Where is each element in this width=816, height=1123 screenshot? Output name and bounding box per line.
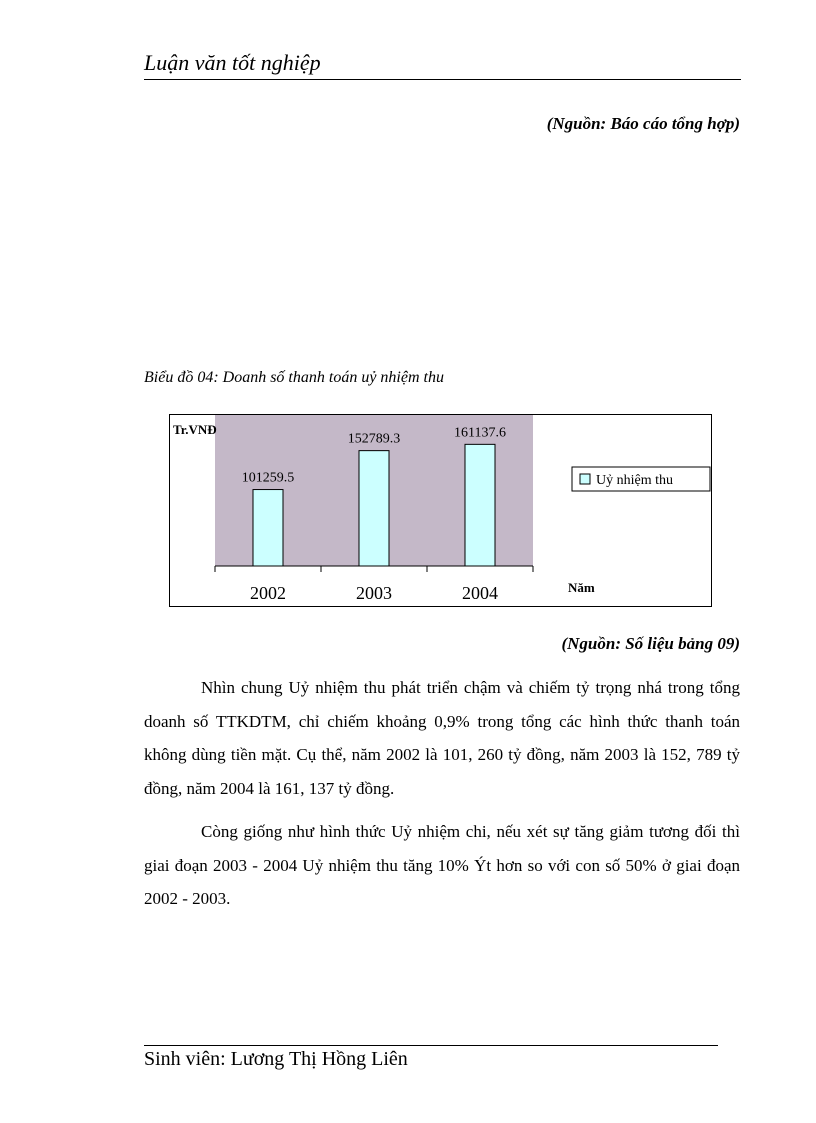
x-tick-label: 2003 — [356, 583, 392, 603]
x-axis-label: Năm — [568, 580, 595, 595]
data-label: 152789.3 — [348, 432, 401, 447]
bar-2003 — [358, 450, 390, 567]
legend-label: Uỷ nhiệm thu — [596, 473, 673, 488]
header-title: Luận văn tốt nghiệp — [144, 50, 321, 75]
bar-2004 — [464, 443, 496, 567]
bar-2002 — [252, 489, 284, 567]
legend-swatch — [579, 473, 591, 485]
legend — [571, 466, 711, 492]
data-label: 101259.5 — [242, 471, 295, 486]
paragraph: Nhìn chung Uỷ nhiệm thu phát triển chậm … — [144, 678, 740, 798]
source-note-bottom: (Nguồn: Số liệu bảng 09) — [561, 634, 740, 653]
x-tick-label: 2002 — [250, 583, 286, 603]
y-axis-label: Tr.VNĐ — [173, 422, 217, 437]
chart-svg: 101259.5 2002 152789.3 2003 161137.6 2004 Tr.V… — [173, 415, 711, 603]
footer-author: Sinh viên: Lương Thị Hồng Liên — [144, 1048, 408, 1070]
footer-divider — [144, 1045, 718, 1046]
bar-chart: 101259.5 2002 152789.3 2003 161137.6 2004 Tr.V… — [169, 414, 712, 607]
data-label: 161137.6 — [454, 425, 506, 440]
paragraph: Còng giống như hình thức Uỷ nhiệm chi, n… — [144, 822, 740, 908]
chart-caption: Biểu đồ 04: Doanh số thanh toán uỷ nhiệm… — [144, 369, 444, 386]
source-note-top: (Nguồn: Báo cáo tổng hợp) — [546, 114, 740, 133]
header-divider — [144, 79, 741, 80]
x-tick-label: 2004 — [462, 583, 498, 603]
